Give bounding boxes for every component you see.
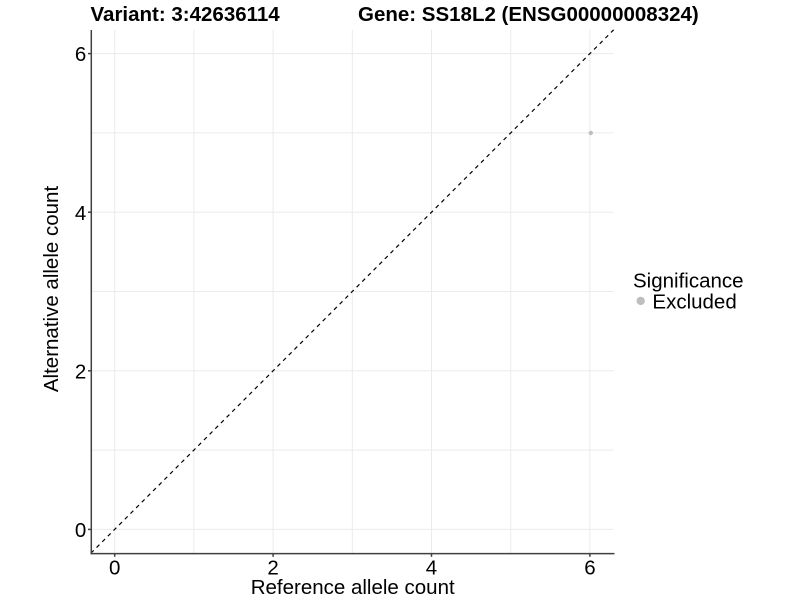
svg-text:4: 4: [75, 202, 86, 225]
svg-text:2: 2: [267, 557, 278, 580]
svg-text:Variant: 3:42636114: Variant: 3:42636114: [91, 3, 281, 26]
svg-text:2: 2: [75, 360, 86, 383]
svg-text:6: 6: [75, 43, 86, 66]
svg-text:6: 6: [584, 557, 595, 580]
svg-text:Excluded: Excluded: [652, 290, 736, 313]
svg-text:Alternative allele count: Alternative allele count: [40, 186, 63, 393]
svg-text:0: 0: [75, 519, 86, 542]
svg-text:Significance: Significance: [633, 269, 744, 292]
svg-text:Gene: SS18L2 (ENSG00000008324): Gene: SS18L2 (ENSG00000008324): [358, 3, 699, 26]
svg-text:Reference allele count: Reference allele count: [251, 576, 455, 599]
svg-text:4: 4: [426, 557, 437, 580]
svg-text:0: 0: [109, 557, 120, 580]
